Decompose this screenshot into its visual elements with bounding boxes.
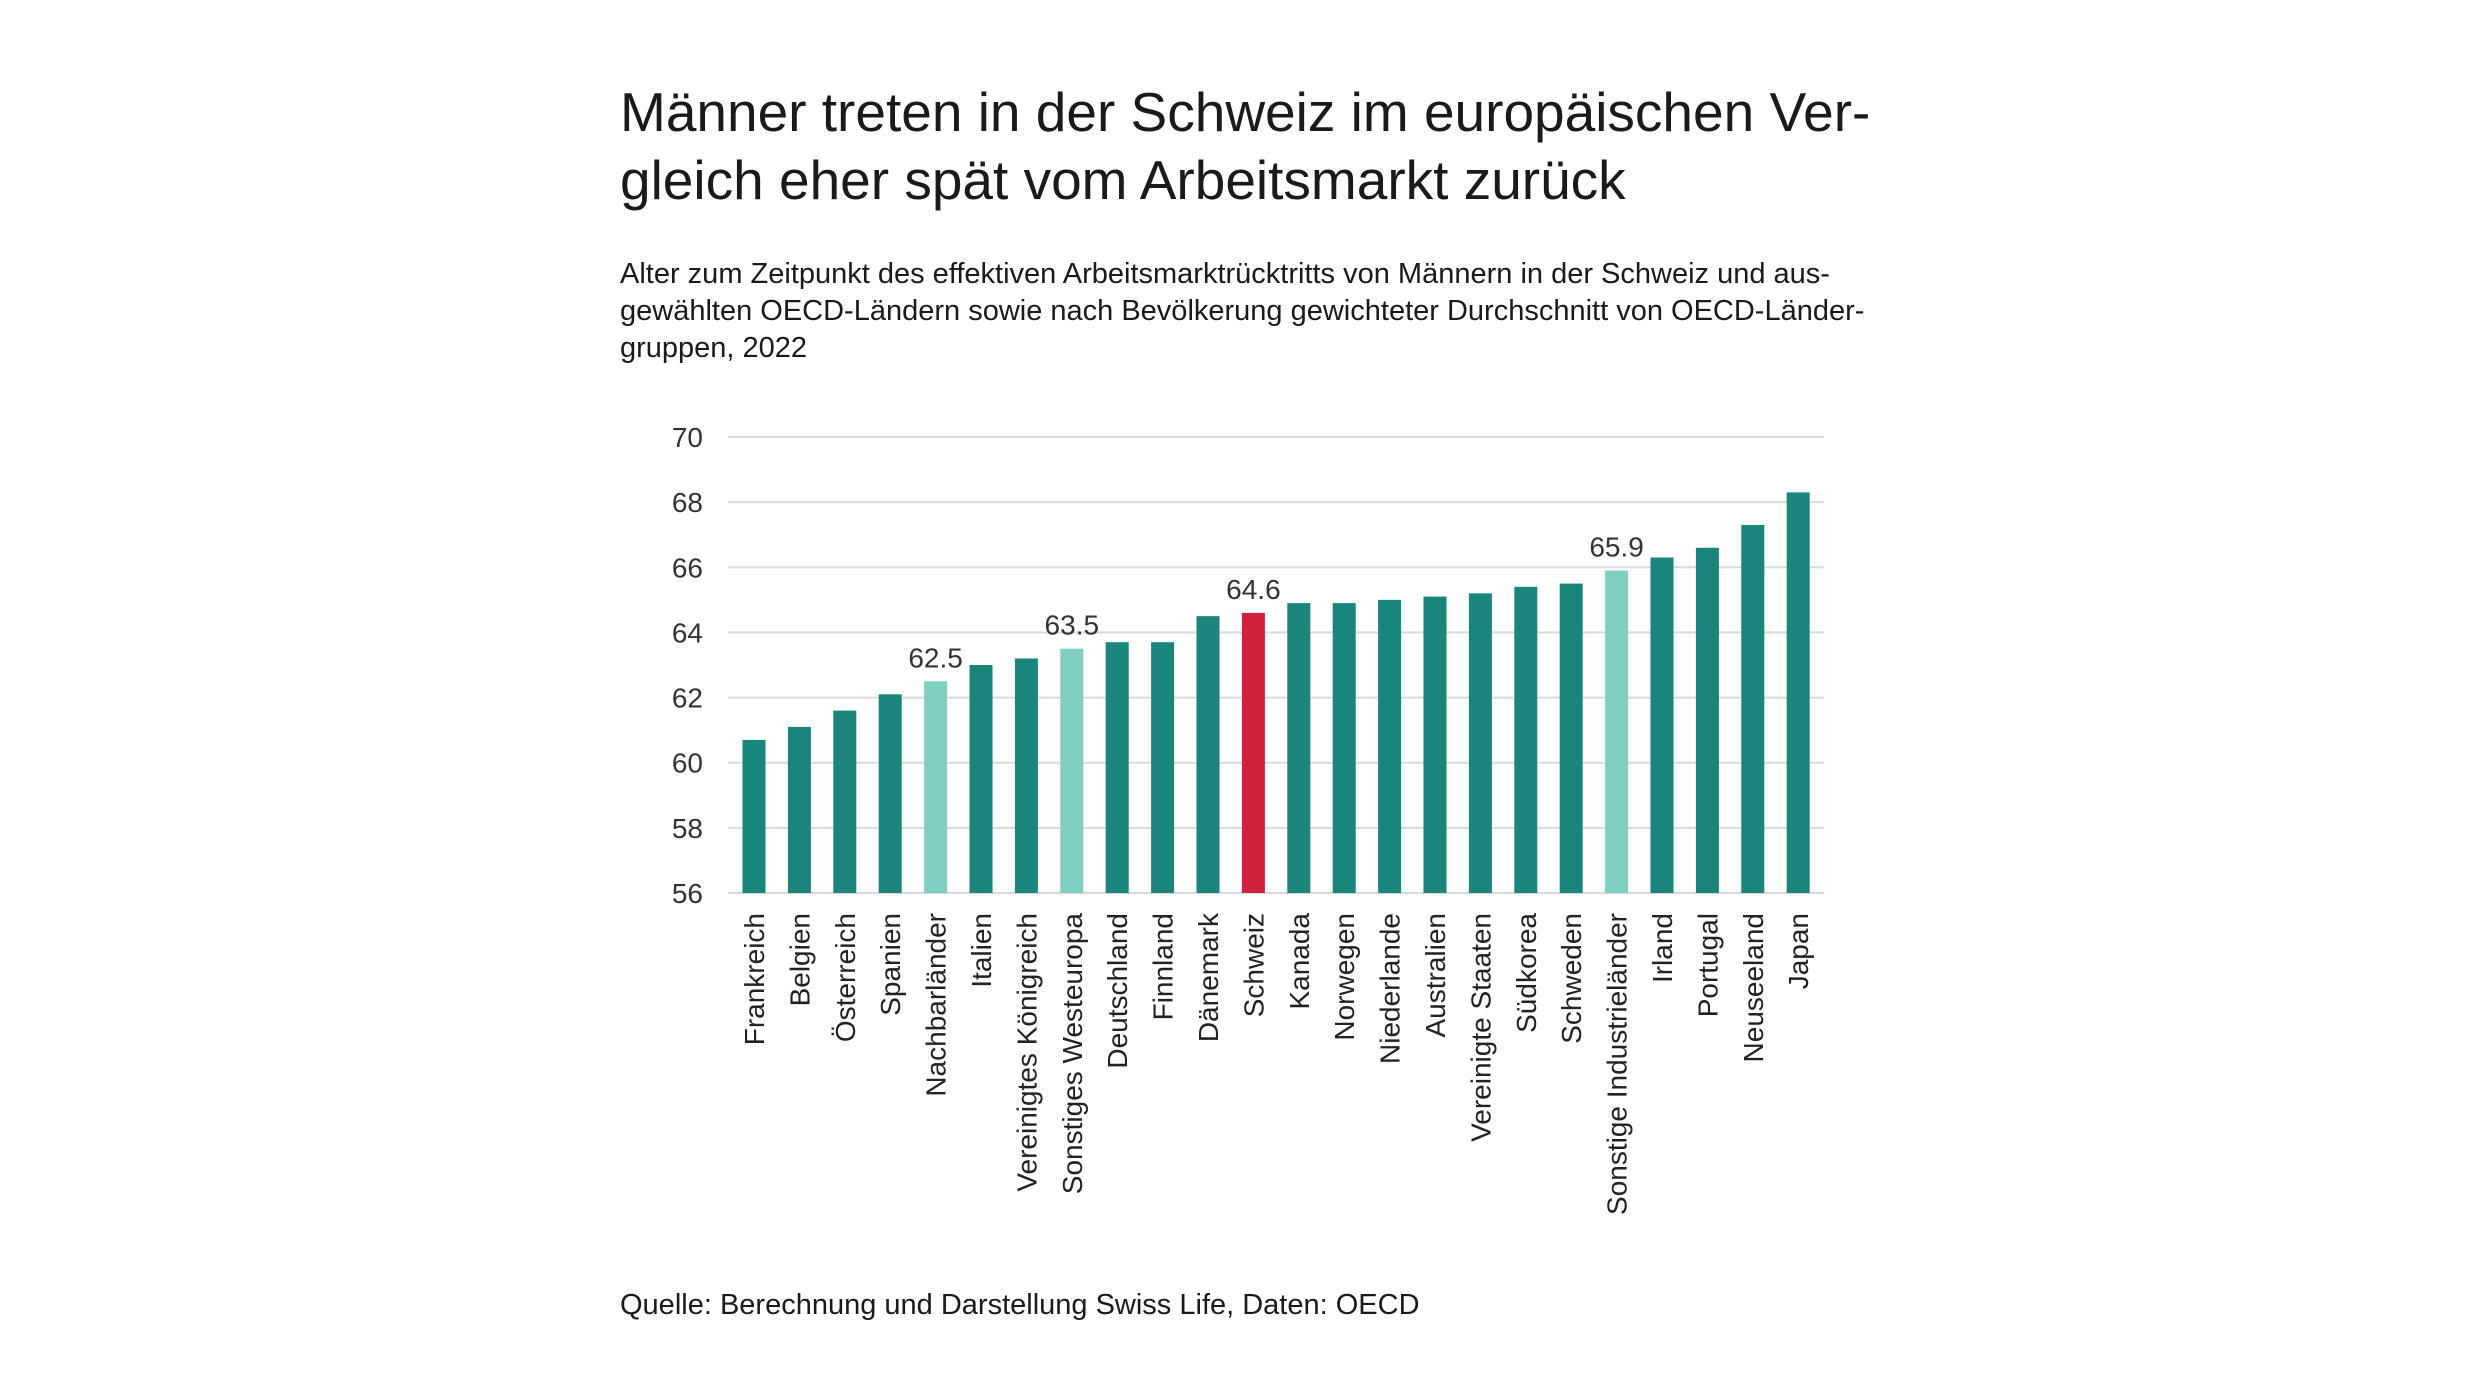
bar-country: [1514, 586, 1538, 893]
y-tick-label: 68: [672, 487, 703, 518]
x-category-label: Schweden: [1556, 913, 1587, 1044]
bar-highlight: [1241, 612, 1265, 893]
bar-group: [924, 681, 948, 893]
x-category-label: Belgien: [784, 913, 815, 1006]
data-labels: 62.5 63.5 64.6 65.9: [908, 532, 1644, 674]
x-axis-categories: Frankreich Belgien Österreich Spanien Nachba…: [739, 912, 1814, 1215]
x-category-label: Norwegen: [1329, 913, 1360, 1041]
x-category-label: Niederlande: [1375, 913, 1406, 1064]
x-category-label: Dänemark: [1193, 912, 1224, 1042]
data-label: 64.6: [1226, 574, 1281, 605]
chart-title: Männer treten in der Schweiz im europäis…: [620, 78, 1900, 214]
bar-country: [1741, 524, 1765, 893]
x-category-label: Deutschland: [1102, 913, 1133, 1069]
x-category-label: Sonstige Industrieländer: [1602, 913, 1633, 1215]
x-category-label: Schweiz: [1238, 913, 1269, 1017]
y-tick-label: 64: [672, 617, 703, 648]
bar-group: [1060, 648, 1084, 893]
bar-country: [1423, 596, 1447, 893]
y-tick-label: 70: [672, 422, 703, 453]
y-tick-label: 56: [672, 878, 703, 909]
x-category-label: Finnland: [1148, 913, 1179, 1020]
bar-country: [1468, 593, 1492, 893]
x-category-label: Kanada: [1284, 913, 1315, 1010]
bars: [742, 492, 1810, 893]
bar-country: [742, 739, 766, 893]
bar-country: [1378, 599, 1402, 893]
bar-group: [1605, 570, 1629, 893]
x-category-label: Südkorea: [1511, 913, 1542, 1033]
y-tick-label: 66: [672, 552, 703, 583]
bar-country: [833, 710, 857, 893]
bar-country: [1695, 547, 1719, 893]
y-tick-label: 60: [672, 748, 703, 779]
x-category-label: Portugal: [1692, 913, 1723, 1017]
x-category-label: Vereinigtes Königreich: [1011, 913, 1042, 1192]
grid-lines: [728, 436, 1824, 894]
chart-subtitle-line-3: gruppen, 2022: [620, 332, 808, 364]
x-category-label: Frankreich: [739, 913, 770, 1045]
x-category-label: Nachbarländer: [921, 913, 952, 1097]
y-tick-label: 62: [672, 683, 703, 714]
bar-country: [1287, 603, 1311, 893]
data-label: 62.5: [908, 642, 963, 673]
data-label: 63.5: [1045, 610, 1100, 641]
bar-country: [1151, 642, 1175, 893]
bar-country: [1786, 492, 1810, 893]
bar-country: [1196, 616, 1220, 893]
x-category-label: Neuseeland: [1738, 913, 1769, 1062]
bar-country: [1014, 658, 1038, 893]
x-category-label: Irland: [1647, 913, 1678, 983]
bar-country: [1105, 642, 1129, 893]
bar-country: [969, 665, 993, 893]
x-category-label: Vereinigte Staaten: [1465, 913, 1496, 1142]
y-axis-ticks: 56 58 60 62 64 66 68 70: [672, 422, 703, 909]
chart-subtitle: Alter zum Zeitpunkt des effektiven Arbei…: [620, 256, 1900, 367]
y-tick-label: 58: [672, 813, 703, 844]
x-category-label: Italien: [966, 913, 997, 988]
chart-subtitle-line-2: gewählten OECD-Ländern sowie nach Bevölk…: [620, 295, 1865, 327]
x-category-label: Japan: [1783, 913, 1814, 989]
x-category-label: Sonstiges Westeuropa: [1057, 913, 1088, 1195]
x-category-label: Österreich: [830, 913, 861, 1042]
chart-title-line-2: gleich eher spät vom Arbeitsmarkt zurück: [620, 149, 1626, 211]
bar-country: [1332, 603, 1356, 893]
data-label: 65.9: [1589, 532, 1644, 563]
chart-title-line-1: Männer treten in der Schweiz im europäis…: [620, 81, 1871, 143]
source-note: Quelle: Berechnung und Darstellung Swiss…: [620, 1289, 1420, 1321]
x-category-label: Spanien: [875, 913, 906, 1016]
bar-country: [787, 726, 811, 893]
bar-country: [878, 694, 902, 893]
x-category-label: Australien: [1420, 913, 1451, 1038]
bar-country: [1650, 557, 1674, 893]
bar-country: [1559, 583, 1583, 893]
chart-subtitle-line-1: Alter zum Zeitpunkt des effektiven Arbei…: [620, 258, 1830, 290]
